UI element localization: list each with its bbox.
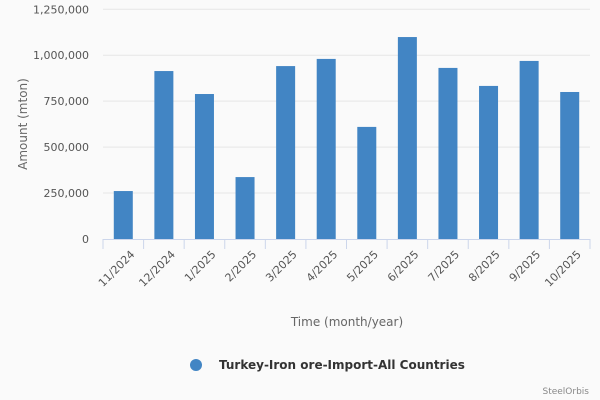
y-tick-label: 500,000 xyxy=(44,141,90,154)
bars xyxy=(113,37,580,240)
bar-9/2025[interactable] xyxy=(519,60,539,240)
gridlines xyxy=(103,8,590,240)
x-tick-label: 12/2024 xyxy=(136,248,178,290)
bar-10/2025[interactable] xyxy=(560,91,580,239)
y-tick-label: 1,000,000 xyxy=(33,49,89,62)
bar-5/2025[interactable] xyxy=(357,126,377,239)
x-tick-label: 1/2025 xyxy=(182,248,219,285)
y-tick-label: 0 xyxy=(82,233,89,246)
credit[interactable]: SteelOrbis xyxy=(542,387,589,397)
x-tick-label: 9/2025 xyxy=(507,248,544,285)
legend-label[interactable]: Turkey-Iron ore-Import-All Countries xyxy=(219,358,465,372)
x-tick-label: 3/2025 xyxy=(263,248,300,285)
x-tick-label: 4/2025 xyxy=(304,248,341,285)
x-tick-label: 6/2025 xyxy=(385,248,422,285)
y-tick-label: 1,250,000 xyxy=(33,3,89,16)
legend-marker-icon xyxy=(190,359,202,371)
y-tick-label: 750,000 xyxy=(44,95,90,108)
bar-3/2025[interactable] xyxy=(276,66,296,239)
bar-7/2025[interactable] xyxy=(438,67,458,240)
x-axis-title: Time (month/year) xyxy=(290,315,403,329)
bar-8/2025[interactable] xyxy=(479,85,499,239)
bar-4/2025[interactable] xyxy=(316,58,336,240)
bar-11/2024[interactable] xyxy=(113,191,133,239)
x-tick-label: 10/2025 xyxy=(542,248,584,290)
bar-2/2025[interactable] xyxy=(235,177,255,239)
x-tick-label: 7/2025 xyxy=(426,248,463,285)
bar-6/2025[interactable] xyxy=(397,37,417,239)
x-tick-label: 8/2025 xyxy=(466,248,503,285)
y-axis-title: Amount (mton) xyxy=(16,78,30,170)
x-tick-label: 2/2025 xyxy=(223,248,260,285)
bar-1/2025[interactable] xyxy=(194,94,214,239)
bar-12/2024[interactable] xyxy=(154,71,174,239)
y-tick-label: 250,000 xyxy=(44,187,90,200)
y-axis-ticks: 0 250,000 500,000 750,000 1,000,000 1,250,000 xyxy=(33,3,89,246)
x-axis-ticks: 11/2024 12/2024 1/2025 2/2025 3/2025 4/2025 5/… xyxy=(96,239,591,290)
x-tick-label: 11/2024 xyxy=(96,248,138,290)
legend[interactable]: Turkey-Iron ore-Import-All Countries xyxy=(190,358,465,372)
x-tick-label: 5/2025 xyxy=(344,248,381,285)
